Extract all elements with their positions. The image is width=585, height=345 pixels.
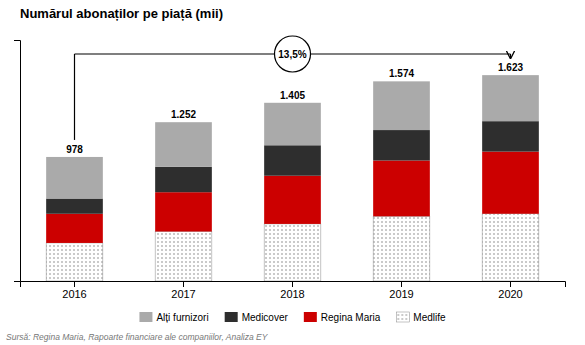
tick-label: 2016 xyxy=(62,288,86,300)
bar xyxy=(373,81,430,130)
total-label: 1.405 xyxy=(280,90,305,101)
y-axis xyxy=(14,41,21,282)
total-label: 1.623 xyxy=(498,62,523,73)
axis-line xyxy=(21,282,566,288)
legend-swatch xyxy=(304,312,317,322)
bar xyxy=(373,130,430,160)
annotation-circle xyxy=(275,36,311,72)
tick-label: 2019 xyxy=(389,288,413,300)
axis-line xyxy=(14,41,21,282)
total-labels: 978 1.252 1.405 1.574 1.623 xyxy=(66,62,523,155)
bar xyxy=(155,167,212,192)
bar xyxy=(155,122,212,167)
bar xyxy=(46,199,103,214)
bar xyxy=(155,192,212,231)
total-label: 978 xyxy=(66,144,83,155)
title: Numărul abonaților pe piață (mii) xyxy=(20,6,223,21)
legend-swatch xyxy=(225,312,238,322)
tick: 2017 xyxy=(171,281,195,300)
source: Sursă: Regina Maria, Rapoarte financiare… xyxy=(6,332,269,342)
annotation: 13,5% xyxy=(75,36,511,140)
legend-label: Regina Maria xyxy=(321,312,381,323)
legend-item: Medlife xyxy=(396,312,446,323)
legend-label: Alți furnizori xyxy=(156,312,208,323)
total-label: 1.252 xyxy=(171,109,196,120)
tick: 2016 xyxy=(62,281,86,300)
tick-mark xyxy=(292,281,293,287)
bar xyxy=(482,121,539,151)
legend-label: Medicover xyxy=(242,312,289,323)
x-axis: 2016 2017 2018 2019 2020 xyxy=(21,281,566,300)
bar xyxy=(482,75,539,121)
tick-label: 2017 xyxy=(171,288,195,300)
series xyxy=(46,75,539,198)
bar xyxy=(46,157,103,199)
legend-item: Alți furnizori xyxy=(139,312,208,323)
legend-swatch xyxy=(396,312,409,322)
plot-area xyxy=(46,75,539,281)
bar xyxy=(46,243,103,281)
bar xyxy=(264,176,321,224)
bar xyxy=(155,232,212,281)
bar xyxy=(46,214,103,243)
legend-label: Medlife xyxy=(413,312,446,323)
tick-label: 2018 xyxy=(280,288,304,300)
bar xyxy=(482,152,539,214)
annotation-text: 13,5% xyxy=(278,49,306,60)
total-label: 1.574 xyxy=(389,68,414,79)
tick: 2020 xyxy=(498,281,522,300)
annotation-arrow xyxy=(510,54,511,58)
bar xyxy=(264,224,321,281)
tick: 2018 xyxy=(280,281,304,300)
bar xyxy=(482,214,539,281)
bar xyxy=(264,145,321,175)
bar xyxy=(373,216,430,281)
legend-item: Medicover xyxy=(225,312,289,323)
bar xyxy=(373,161,430,217)
annotation-line xyxy=(74,54,75,140)
legend-item: Regina Maria xyxy=(304,312,381,323)
chart: Numărul abonaților pe piață (mii)2016201… xyxy=(0,0,585,345)
tick-mark xyxy=(183,281,184,287)
tick-mark xyxy=(74,281,75,287)
tick-mark xyxy=(401,281,402,287)
legend: Alți furnizori Medicover Regina Maria Medli… xyxy=(139,312,446,323)
tick-label: 2020 xyxy=(498,288,522,300)
legend-swatch xyxy=(139,312,152,322)
tick-mark xyxy=(510,281,511,287)
tick: 2019 xyxy=(389,281,413,300)
bar xyxy=(264,103,321,145)
